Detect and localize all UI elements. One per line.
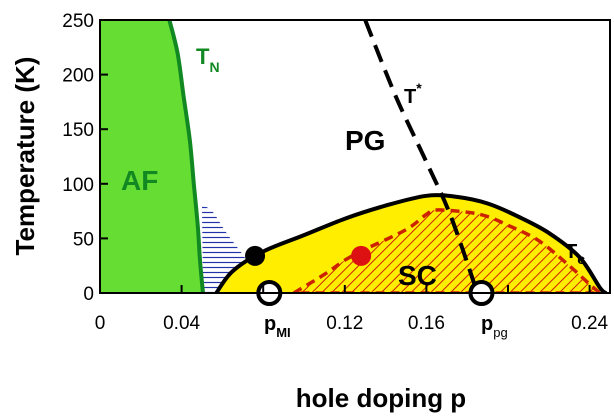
inner-dome-line <box>292 208 603 293</box>
y-tick-label: 200 <box>62 66 94 87</box>
pmi-label-main: p <box>264 313 276 335</box>
ppg-label-sub: pg <box>493 325 507 340</box>
axis-ticks: 0 0.04 0.12 0.16 0.24 0 50 100 150 200 250 <box>62 11 608 334</box>
inner-hatched-region <box>293 209 600 293</box>
tn-label-sub: N <box>209 59 219 75</box>
x-tick-label: 0 <box>95 313 106 334</box>
tc-label-main: T <box>565 241 577 263</box>
tstar-label-main: T <box>404 86 416 108</box>
red-dot-marker <box>351 245 372 266</box>
tn-label: TN <box>196 44 220 75</box>
pg-label: PG <box>345 125 385 156</box>
pmi-label-sub: MI <box>276 325 290 340</box>
af-label: AF <box>121 165 158 196</box>
y-tick-label: 50 <box>73 229 94 250</box>
y-tick-label: 0 <box>83 284 94 305</box>
ppg-label-main: p <box>481 313 493 335</box>
tn-label-main: T <box>196 44 210 69</box>
black-dot-marker <box>245 245 266 266</box>
y-axis-title: Temperature (K) <box>10 57 40 256</box>
plot-frame <box>99 19 611 294</box>
x-tick-label: 0.24 <box>571 313 608 334</box>
tn-line <box>167 20 205 293</box>
tstar-label-sup: * <box>416 80 422 96</box>
pmi-label: pMI <box>264 313 291 340</box>
ppg-label: ppg <box>481 313 508 340</box>
x-tick-label: 0.12 <box>326 313 363 334</box>
af-region <box>100 20 203 293</box>
y-tick-label: 150 <box>62 120 94 141</box>
tstar-label: T* <box>404 80 422 108</box>
x-tick-label: 0.04 <box>163 313 200 334</box>
tc-label-sub: c <box>577 251 585 267</box>
x-axis-title: hole doping p <box>296 383 466 413</box>
y-tick-label: 250 <box>62 11 94 32</box>
tc-label: Tc <box>565 241 585 267</box>
x-tick-label: 0.16 <box>408 313 445 334</box>
sc-label: SC <box>398 260 437 291</box>
y-tick-label: 100 <box>62 175 94 196</box>
